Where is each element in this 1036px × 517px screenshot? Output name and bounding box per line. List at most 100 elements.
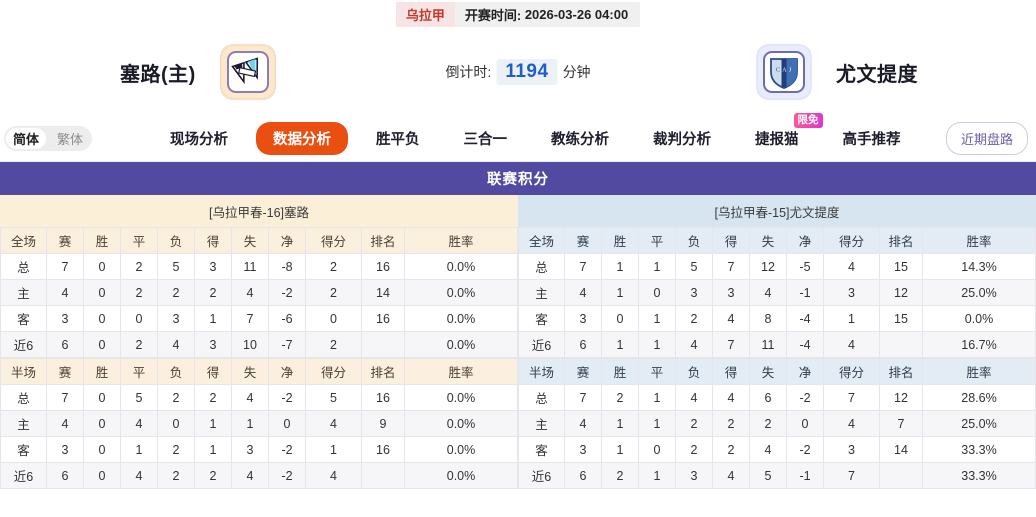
table-cell: 1 xyxy=(601,436,639,463)
table-cell: -2 xyxy=(268,436,306,463)
table-cell: 3 xyxy=(712,279,750,306)
recent-odds-button[interactable]: 近期盘路 xyxy=(945,121,1028,155)
table-cell: 0 xyxy=(83,331,121,358)
column-header: 得 xyxy=(194,227,232,254)
away-team-logo: C A J xyxy=(756,44,812,100)
column-header: 平 xyxy=(120,358,158,385)
column-header: 净 xyxy=(268,358,306,385)
tab-data-analysis[interactable]: 数据分析 xyxy=(256,121,348,155)
away-team-logo-inner: C A J xyxy=(763,51,805,93)
table-cell: 1 xyxy=(638,305,676,332)
svg-text:A: A xyxy=(782,68,787,74)
table-cell xyxy=(879,462,923,489)
column-header: 赛 xyxy=(46,358,84,385)
table-cell: 3 xyxy=(194,253,232,280)
table-cell: 6 xyxy=(564,331,602,358)
team-subheader-row: [乌拉甲春-16]塞路 [乌拉甲春-15]尤文提度 xyxy=(0,195,1036,227)
table-cell: 5 xyxy=(305,384,362,411)
row-label: 客 xyxy=(0,305,47,332)
tab-expert-recommend[interactable]: 高手推荐 xyxy=(842,131,901,148)
table-cell: 15 xyxy=(879,305,923,332)
table-head: 全场赛胜平负得失净得分 排名 胜率 xyxy=(518,227,1036,254)
column-header: 负 xyxy=(157,358,195,385)
column-header: 胜率 xyxy=(922,358,1036,385)
table-cell: 12 xyxy=(749,253,787,280)
table-cell: 7 xyxy=(879,410,923,437)
table-cell: 12 xyxy=(879,279,923,306)
countdown: 倒计时: 1194 分钟 xyxy=(445,59,591,85)
table-row: 总 7 0 5 2 2 4 -2 5 16 0.0% xyxy=(0,384,518,411)
table-cell: 2 xyxy=(601,462,639,489)
away-team-crest-icon: C A J xyxy=(770,58,798,89)
analysis-nav-bar: 简体 繁体 现场分析 数据分析 胜平负 三合一 教练分析 裁判分析 捷报猫 限免… xyxy=(0,112,1036,162)
table-cell: -2 xyxy=(268,279,306,306)
table-cell: 4 xyxy=(157,331,195,358)
stats-tables-container: 全场赛胜平负得失净得分 排名 胜率 总 7 0 2 5 3 11 -8 2 16 0.0% 主 4 0 2 2 2 4… xyxy=(0,227,1036,489)
home-team-logo-inner xyxy=(226,51,269,93)
table-cell: 14 xyxy=(361,279,405,306)
table-cell: 1 xyxy=(638,253,676,280)
row-label: 近6 xyxy=(518,462,565,489)
table-row: 近6 6 2 1 3 4 5 -1 7 33.3% xyxy=(518,462,1036,489)
table-row: 客 3 0 1 2 1 3 -2 1 16 0.0% xyxy=(0,436,518,463)
tab-referee-analysis[interactable]: 裁判分析 xyxy=(653,131,711,148)
home-team-block[interactable]: 塞路(主) xyxy=(120,44,276,100)
tab-win-draw-loss[interactable]: 胜平负 xyxy=(376,131,420,148)
column-header: 负 xyxy=(675,227,713,254)
table-cell: 33.3% xyxy=(922,462,1036,489)
table-cell: 4 xyxy=(231,279,269,306)
table-cell: -2 xyxy=(268,384,306,411)
tab-three-in-one[interactable]: 三合一 xyxy=(463,131,508,148)
table-cell: 3 xyxy=(564,436,602,463)
table-cell xyxy=(361,462,405,489)
tab-live-analysis[interactable]: 现场分析 xyxy=(170,131,228,148)
kickoff-time: 开赛时间: 2026-03-26 04:00 xyxy=(455,2,640,27)
table-row: 主 4 1 0 3 3 4 -1 3 12 25.0% xyxy=(518,279,1036,306)
table-cell: 16 xyxy=(361,253,405,280)
table-cell: 7 xyxy=(564,384,602,411)
column-header: 净 xyxy=(786,358,824,385)
table-row: 客 3 0 1 2 4 8 -4 1 15 0.0% xyxy=(518,305,1036,332)
table-cell: 2 xyxy=(305,331,362,358)
away-team-block[interactable]: C A J 尤文提度 xyxy=(756,44,918,100)
table-cell: 3 xyxy=(46,436,84,463)
table-cell: 4 xyxy=(749,279,787,306)
kickoff-value: 2026-03-26 04:00 xyxy=(524,7,629,22)
table-cell: 2 xyxy=(712,410,750,437)
table-cell: 7 xyxy=(712,331,750,358)
table-cell: 33.3% xyxy=(922,436,1036,463)
table-cell: 2 xyxy=(305,253,362,280)
lang-option-traditional[interactable]: 繁体 xyxy=(57,131,84,147)
table-header-row: 全场赛胜平负得失净得分 排名 胜率 xyxy=(0,227,518,254)
table-cell: 3 xyxy=(823,279,880,306)
tab-coach-analysis[interactable]: 教练分析 xyxy=(551,131,609,148)
kickoff-label: 开赛时间: xyxy=(464,8,522,23)
table-cell: 0.0% xyxy=(404,253,518,280)
lang-option-simplified[interactable]: 简体 xyxy=(6,127,47,149)
table-cell: 9 xyxy=(361,410,405,437)
right-half-match-table: 半场赛胜平负得失净得分 排名 胜率 总 7 2 1 4 4 6 -2 7 12 28.6% 主 4 1 1 2 2 2… xyxy=(518,358,1036,489)
table-row: 总 7 1 1 5 7 12 -5 4 15 14.3% xyxy=(518,253,1036,280)
language-toggle[interactable]: 简体 繁体 xyxy=(4,125,93,151)
table-cell: 1 xyxy=(638,462,676,489)
table-cell: 1 xyxy=(601,410,639,437)
table-cell: 11 xyxy=(231,253,269,280)
table-cell: 1 xyxy=(194,436,232,463)
column-header: 赛 xyxy=(46,227,84,254)
table-cell: 0 xyxy=(83,384,121,411)
table-cell: 4 xyxy=(231,384,269,411)
table-cell: 12 xyxy=(879,384,923,411)
table-cell: -2 xyxy=(786,384,824,411)
table-row: 近6 6 0 4 2 2 4 -2 4 0.0% xyxy=(0,462,518,489)
table-cell: 0 xyxy=(83,462,121,489)
column-header: 得分 xyxy=(305,358,362,385)
column-header: 排名 xyxy=(879,227,923,254)
left-full-match-table: 全场赛胜平负得失净得分 排名 胜率 总 7 0 2 5 3 11 -8 2 16 0.0% 主 4 0 2 2 2 4… xyxy=(0,227,518,358)
tab-jiebao-cat[interactable]: 捷报猫 限免 xyxy=(733,112,823,149)
table-cell: 4 xyxy=(305,462,362,489)
table-cell: 4 xyxy=(120,410,158,437)
column-header: 失 xyxy=(231,358,269,385)
table-cell: 0 xyxy=(268,410,306,437)
right-team-subheader: [乌拉甲春-15]尤文提度 xyxy=(518,195,1036,227)
table-cell: -2 xyxy=(268,462,306,489)
